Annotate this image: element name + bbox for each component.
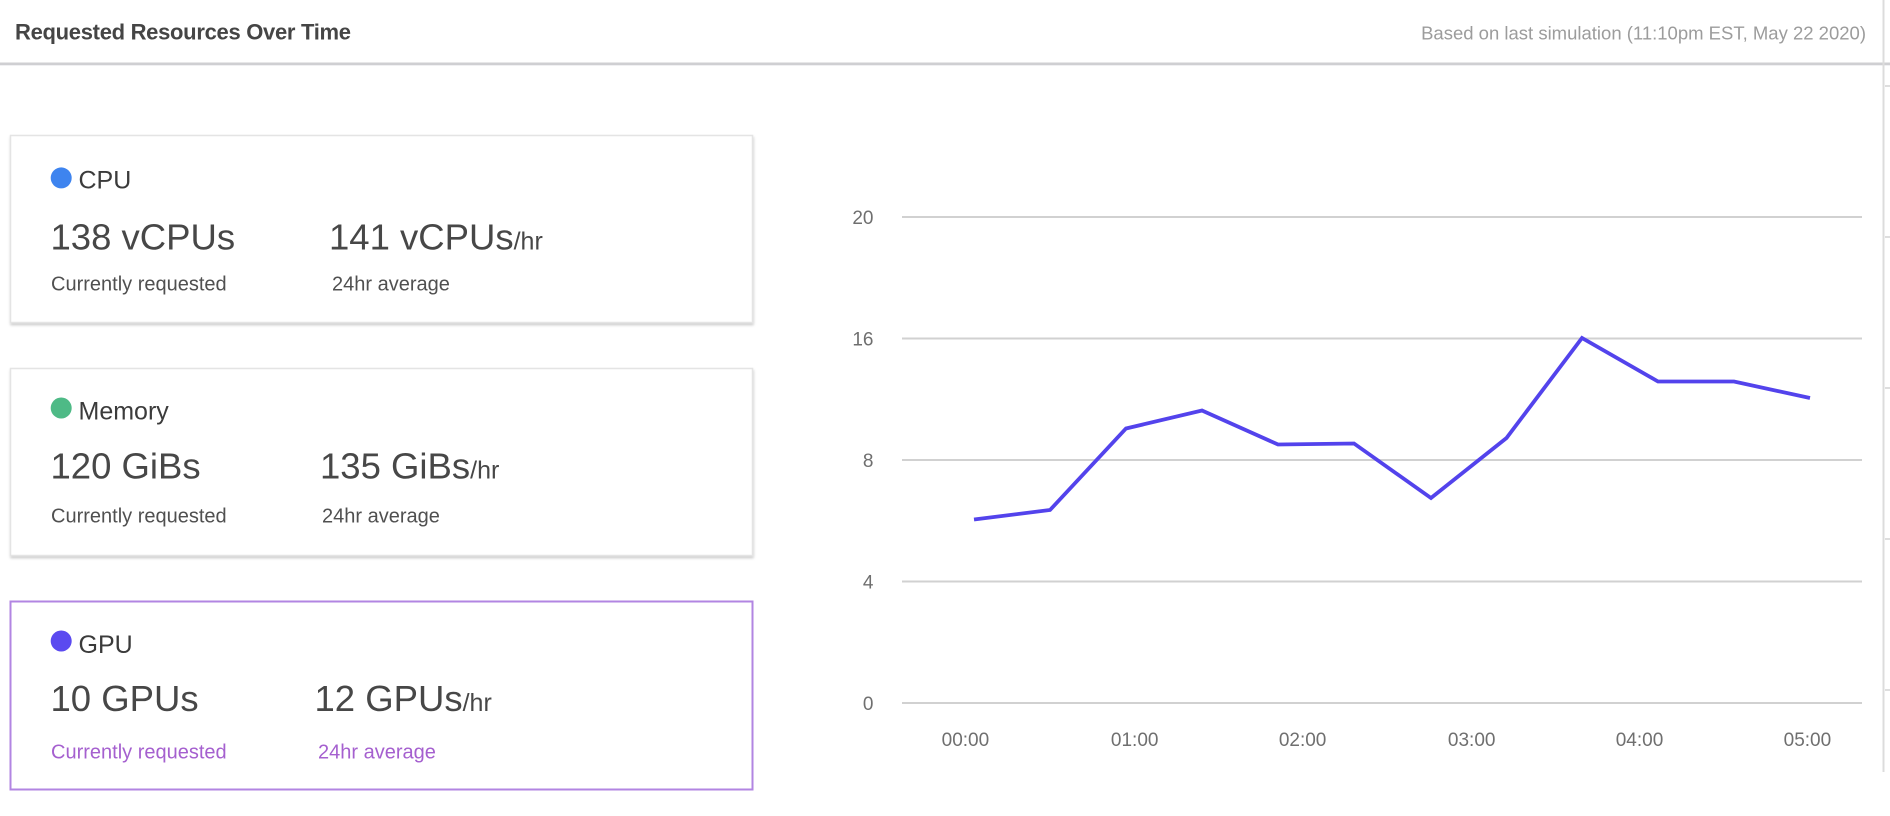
svg-text:Currently requested: Currently requested: [51, 506, 227, 528]
svg-text:02:00: 02:00: [1279, 730, 1327, 751]
svg-text:03:00: 03:00: [1448, 730, 1496, 751]
svg-text:135 GiBs/hr: 135 GiBs/hr: [320, 445, 499, 486]
svg-text:Requested Resources Over Time: Requested Resources Over Time: [15, 20, 351, 45]
svg-text:Memory: Memory: [79, 397, 170, 425]
svg-text:CPU: CPU: [79, 166, 132, 194]
svg-text:Currently requested: Currently requested: [51, 274, 227, 296]
svg-text:04:00: 04:00: [1616, 730, 1664, 751]
svg-text:0: 0: [863, 694, 874, 715]
svg-text:01:00: 01:00: [1111, 730, 1159, 751]
svg-text:141 vCPUs/hr: 141 vCPUs/hr: [329, 216, 543, 257]
svg-text:120 GiBs: 120 GiBs: [51, 445, 201, 486]
svg-text:10 GPUs: 10 GPUs: [51, 678, 199, 719]
svg-text:16: 16: [852, 330, 873, 351]
svg-text:Based on last simulation (11:1: Based on last simulation (11:10pm EST, M…: [1421, 23, 1866, 44]
svg-text:8: 8: [863, 451, 874, 472]
svg-text:00:00: 00:00: [942, 730, 990, 751]
svg-text:24hr average: 24hr average: [332, 274, 450, 296]
svg-text:12 GPUs/hr: 12 GPUs/hr: [315, 678, 492, 719]
svg-text:24hr average: 24hr average: [322, 506, 440, 528]
svg-text:4: 4: [863, 573, 874, 594]
svg-text:138 vCPUs: 138 vCPUs: [51, 216, 236, 257]
svg-text:20: 20: [852, 208, 873, 229]
svg-text:05:00: 05:00: [1784, 730, 1832, 751]
svg-text:Currently requested: Currently requested: [51, 742, 227, 764]
svg-text:GPU: GPU: [79, 631, 133, 659]
svg-text:24hr average: 24hr average: [318, 742, 436, 764]
